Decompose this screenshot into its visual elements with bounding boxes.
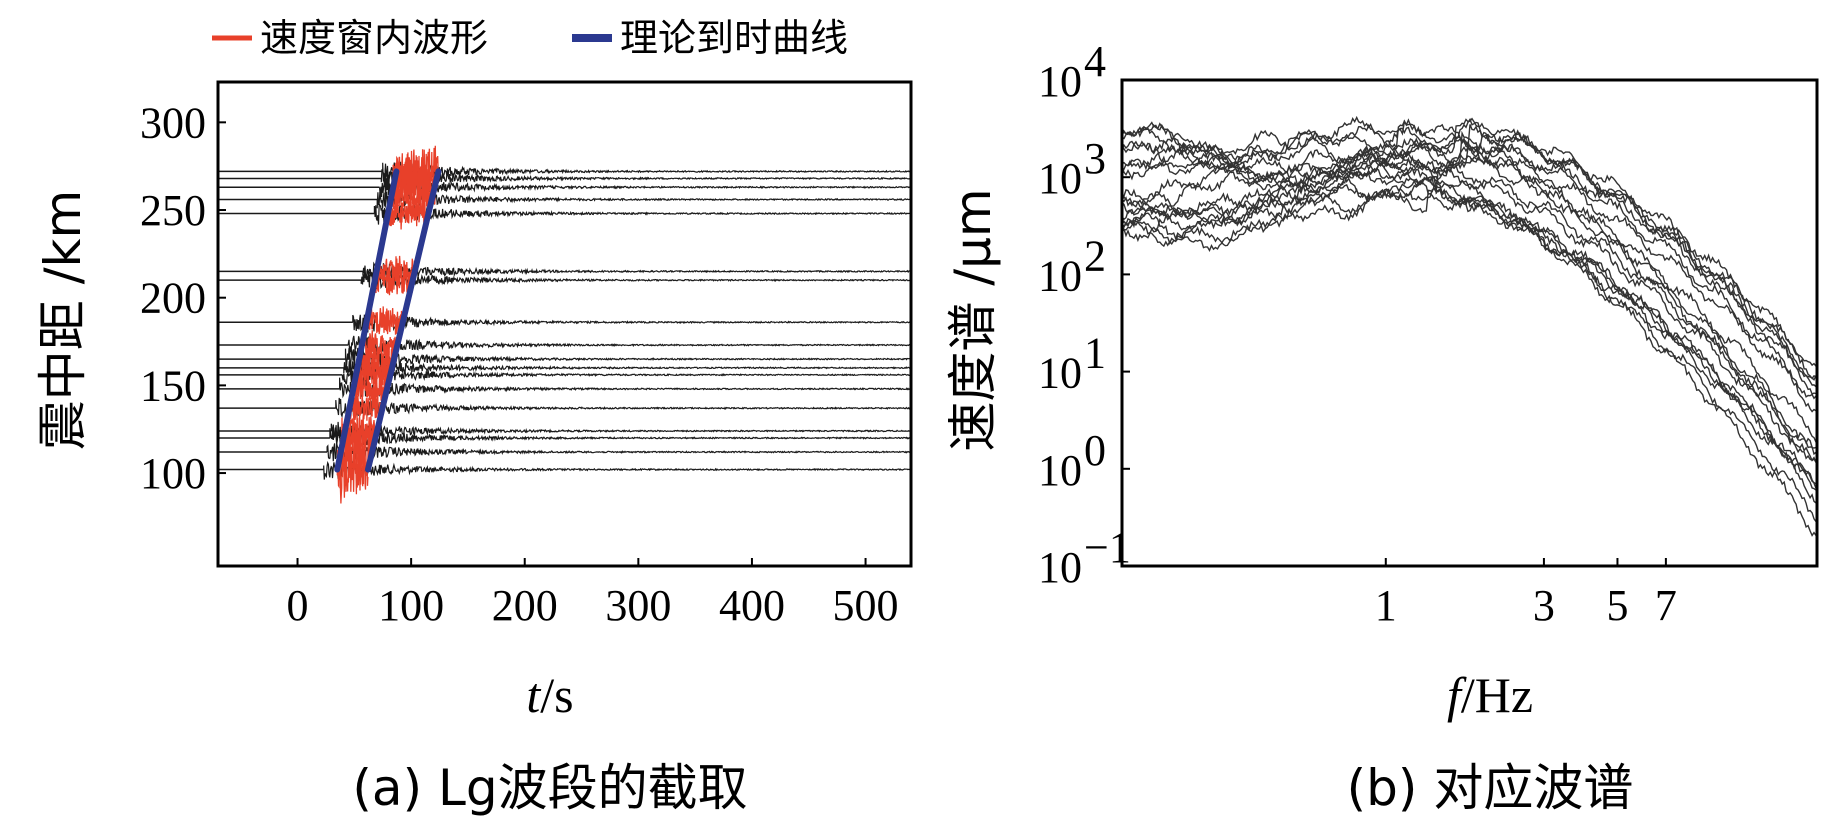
y-axis-a: 100 150 200 250 300 [140,98,226,498]
x-tick-label: 5 [1606,581,1628,630]
x-tick-label: 300 [605,581,671,630]
y-tick-label: 250 [140,186,206,235]
y-tick-exponent: 4 [1084,37,1106,86]
x-tick-label: 0 [287,581,309,630]
seismic-trace [352,311,911,333]
y-axis-label-b: 速度谱 /μm [944,188,1002,451]
spectrum-line [1121,145,1817,537]
x-tick-label: 200 [492,581,558,630]
legend: 速度窗内波形 理论到时曲线 [212,16,848,60]
seismic-trace [343,359,912,379]
spectrum-line [1121,166,1817,491]
x-tick-label: 3 [1533,581,1555,630]
y-tick-label: 100 [140,449,206,498]
seismic-trace [376,190,912,209]
spectra-lines [1121,115,1817,537]
caption-a: (a) Lg波段的截取 [352,759,747,817]
y-tick-label: 150 [140,361,206,410]
seismic-trace [382,161,911,183]
y-axis-label-a: 震中距 /km [34,190,92,450]
x-axis-label-b: f/Hz [1447,667,1533,723]
theory-arrival-line [334,168,400,473]
spectrum-line [1121,130,1817,400]
seismic-trace [373,203,912,225]
plot-frame-a [216,80,913,568]
velocity-window-waveform [375,255,416,287]
x-tick-label: 500 [833,581,899,630]
x-tick-label: 7 [1655,581,1677,630]
velocity-window-waveform [365,306,404,335]
spectrum-line [1121,122,1817,504]
spectrum-line [1121,132,1817,489]
seismic-trace [360,270,912,290]
theory-arrival-line [364,168,442,473]
x-axis-label-a: t/s [526,667,573,723]
spectrum-line [1121,117,1817,395]
velocity-window-waveform [361,330,398,360]
plot-frame-b [1120,78,1819,568]
y-tick-exponent: 2 [1084,231,1106,280]
seismic-trace [341,364,912,387]
spectrum-line [1121,118,1817,449]
seismic-trace [326,443,911,463]
panel-a-lg-window: 速度窗内波形 理论到时曲线 0 100 200 300 400 500 100 150 200… [34,16,913,817]
y-tick-label: 10 [1038,154,1082,203]
legend-label-theory-curve: 理论到时曲线 [620,16,848,60]
y-tick-label: 10 [1038,57,1082,106]
seismic-trace [347,335,912,357]
seismic-trace [329,427,911,448]
seismic-trace [362,258,912,281]
seismic-trace [344,347,911,371]
spectrum-line [1121,119,1817,463]
velocity-window-waveform [387,198,429,230]
spectrum-line [1121,115,1817,367]
seismic-trace [330,421,911,441]
theory-arrival-lines [334,168,442,473]
x-axis-a: 0 100 200 300 400 500 [287,558,899,630]
spectrum-line [1121,124,1817,388]
y-tick-exponent: −1 [1084,523,1131,572]
velocity-window-waveform [352,372,388,405]
legend-label-velocity-window: 速度窗内波形 [260,16,488,60]
spectrum-line [1121,176,1817,523]
y-tick-label: 10 [1038,446,1082,495]
y-tick-exponent: 1 [1084,329,1106,378]
velocity-window-waveform [344,415,378,446]
velocity-window-waveform [395,145,439,198]
seismic-trace [339,377,912,400]
x-tick-label: 100 [378,581,444,630]
velocity-window-waveform [358,343,395,374]
seismic-trace [323,460,911,480]
seismic-trace [380,168,912,189]
spectrum-line [1121,148,1817,463]
x-tick-label: 1 [1375,581,1397,630]
y-tick-label: 300 [140,98,206,147]
y-tick-exponent: 0 [1084,426,1106,475]
y-tick-label: 200 [140,274,206,323]
x-tick-label: 400 [719,581,785,630]
y-tick-label: 10 [1038,251,1082,300]
y-tick-exponent: 3 [1084,134,1106,183]
seismic-traces [218,161,912,480]
seismic-trace [335,397,911,420]
velocity-window-waveforms [336,145,439,504]
spectrum-line [1121,140,1817,443]
seismic-trace [379,178,911,200]
caption-b: (b) 对应波谱 [1347,759,1634,817]
spectrum-line [1121,159,1817,456]
y-tick-label: 10 [1038,349,1082,398]
y-tick-label: 10 [1038,543,1082,592]
